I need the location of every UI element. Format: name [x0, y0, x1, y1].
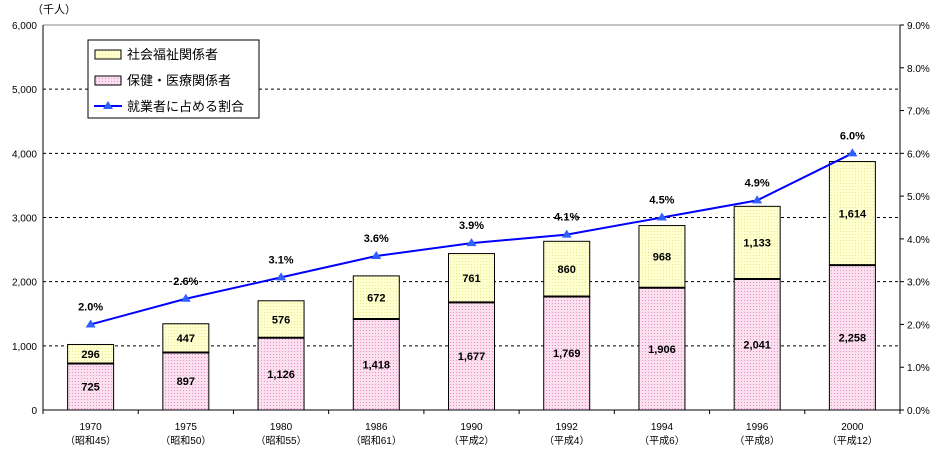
y2-tick-label: 2.0%	[907, 320, 930, 331]
bar-welfare	[638, 225, 686, 289]
bar-welfare	[448, 253, 495, 303]
y-tick-label: 4,000	[12, 149, 37, 160]
x-tick-sublabel: （平成12）	[827, 435, 878, 447]
y-tick-label: 0	[31, 406, 37, 417]
x-tick-sublabel: （平成8）	[734, 435, 780, 447]
x-tick-label: 2000	[841, 422, 864, 433]
bar-data-label: 860	[558, 264, 576, 276]
y2-tick-label: 8.0%	[907, 64, 930, 75]
ratio-data-label: 4.5%	[649, 195, 674, 207]
ratio-point-triangle	[466, 238, 477, 247]
legend-swatch-medical	[94, 75, 122, 86]
bar-welfare	[162, 323, 210, 353]
bar-data-label: 1,906	[648, 344, 676, 356]
ratio-data-label: 3.6%	[364, 233, 389, 245]
bar-data-label: 968	[653, 252, 671, 264]
bar-data-label: 296	[81, 349, 99, 361]
x-tick-label: 1975	[175, 422, 198, 433]
legend-triangle-icon	[103, 101, 113, 109]
x-tick-label: 1996	[746, 422, 769, 433]
ratio-point-triangle	[752, 195, 763, 204]
y2-tick-label: 3.0%	[907, 278, 930, 289]
ratio-point-triangle	[656, 212, 667, 221]
bar-data-label: 725	[81, 382, 99, 394]
y2-tick-label: 5.0%	[907, 192, 930, 203]
ratio-point-triangle	[561, 229, 572, 238]
ratio-data-label: 2.0%	[78, 301, 103, 313]
x-tick-label: 1970	[79, 422, 102, 433]
y2-tick-label: 4.0%	[907, 235, 930, 246]
y2-tick-label: 0.0%	[907, 406, 930, 417]
y-axis-unit-label: （千人）	[32, 3, 76, 16]
bar-welfare	[257, 300, 305, 339]
ratio-data-label: 4.9%	[745, 177, 770, 189]
x-tick-sublabel: （昭和61）	[351, 435, 402, 447]
bar-data-label: 447	[177, 333, 195, 345]
bar-data-label: 1,769	[553, 348, 581, 360]
bar-data-label: 2,041	[743, 340, 771, 352]
y2-tick-label: 7.0%	[907, 107, 930, 118]
y-tick-label: 1,000	[12, 342, 37, 353]
bar-medical	[162, 351, 210, 411]
y-tick-label: 3,000	[12, 214, 37, 225]
bar-data-label: 1,133	[743, 238, 771, 250]
bar-welfare	[352, 275, 400, 320]
bar-medical	[543, 295, 591, 411]
x-tick-label: 1986	[365, 422, 388, 433]
bar-data-label: 761	[462, 273, 480, 285]
x-tick-label: 1990	[460, 422, 483, 433]
x-tick-label: 1980	[270, 422, 293, 433]
bar-data-label: 897	[177, 376, 195, 388]
bar-medical	[352, 318, 400, 411]
ratio-point-triangle	[85, 319, 96, 328]
bar-data-label: 1,418	[363, 360, 391, 372]
x-tick-sublabel: （昭和55）	[255, 435, 306, 447]
y-tick-label: 2,000	[12, 278, 37, 289]
y2-tick-label: 1.0%	[907, 363, 930, 374]
x-tick-label: 1994	[651, 422, 674, 433]
x-tick-label: 1992	[556, 422, 579, 433]
legend-swatch-welfare	[94, 49, 122, 60]
bar-data-label: 1,614	[839, 208, 867, 220]
ratio-data-label: 6.0%	[840, 130, 865, 142]
x-tick-sublabel: （平成2）	[449, 435, 495, 447]
legend-label-medical: 保健・医療関係者	[127, 73, 231, 88]
y2-tick-label: 6.0%	[907, 149, 930, 160]
legend: 社会福祉関係者 保健・医療関係者 就業者に占める割合	[87, 39, 260, 119]
bar-data-label: 672	[367, 292, 385, 304]
x-tick-sublabel: （昭和45）	[65, 435, 116, 447]
bar-data-label: 2,258	[839, 333, 867, 345]
ratio-point-triangle	[180, 293, 191, 302]
bar-data-label: 576	[272, 314, 290, 326]
y2-tick-label: 9.0%	[907, 21, 930, 32]
bar-medical	[257, 337, 305, 411]
ratio-point-triangle	[847, 148, 858, 157]
bar-data-label: 1,126	[267, 369, 295, 381]
ratio-data-label: 3.9%	[459, 220, 484, 232]
ratio-point-triangle	[371, 251, 382, 259]
bar-welfare	[543, 240, 591, 297]
bar-medical	[828, 264, 876, 411]
y-tick-label: 6,000	[12, 21, 37, 32]
legend-label-ratio: 就業者に占める割合	[127, 99, 244, 114]
legend-label-welfare: 社会福祉関係者	[127, 47, 218, 62]
bar-data-label: 1,677	[458, 351, 486, 363]
ratio-data-label: 4.1%	[554, 212, 579, 224]
x-tick-sublabel: （昭和50）	[160, 435, 211, 447]
bar-medical	[733, 278, 781, 411]
ratio-data-label: 2.6%	[173, 276, 198, 288]
bar-medical	[638, 287, 686, 411]
x-tick-sublabel: （平成6）	[639, 435, 685, 447]
ratio-point-triangle	[276, 272, 287, 281]
ratio-data-label: 3.1%	[269, 254, 294, 266]
y-tick-label: 5,000	[12, 85, 37, 96]
bar-medical	[67, 362, 115, 411]
x-tick-sublabel: （平成4）	[544, 435, 590, 447]
bar-medical	[448, 301, 495, 411]
